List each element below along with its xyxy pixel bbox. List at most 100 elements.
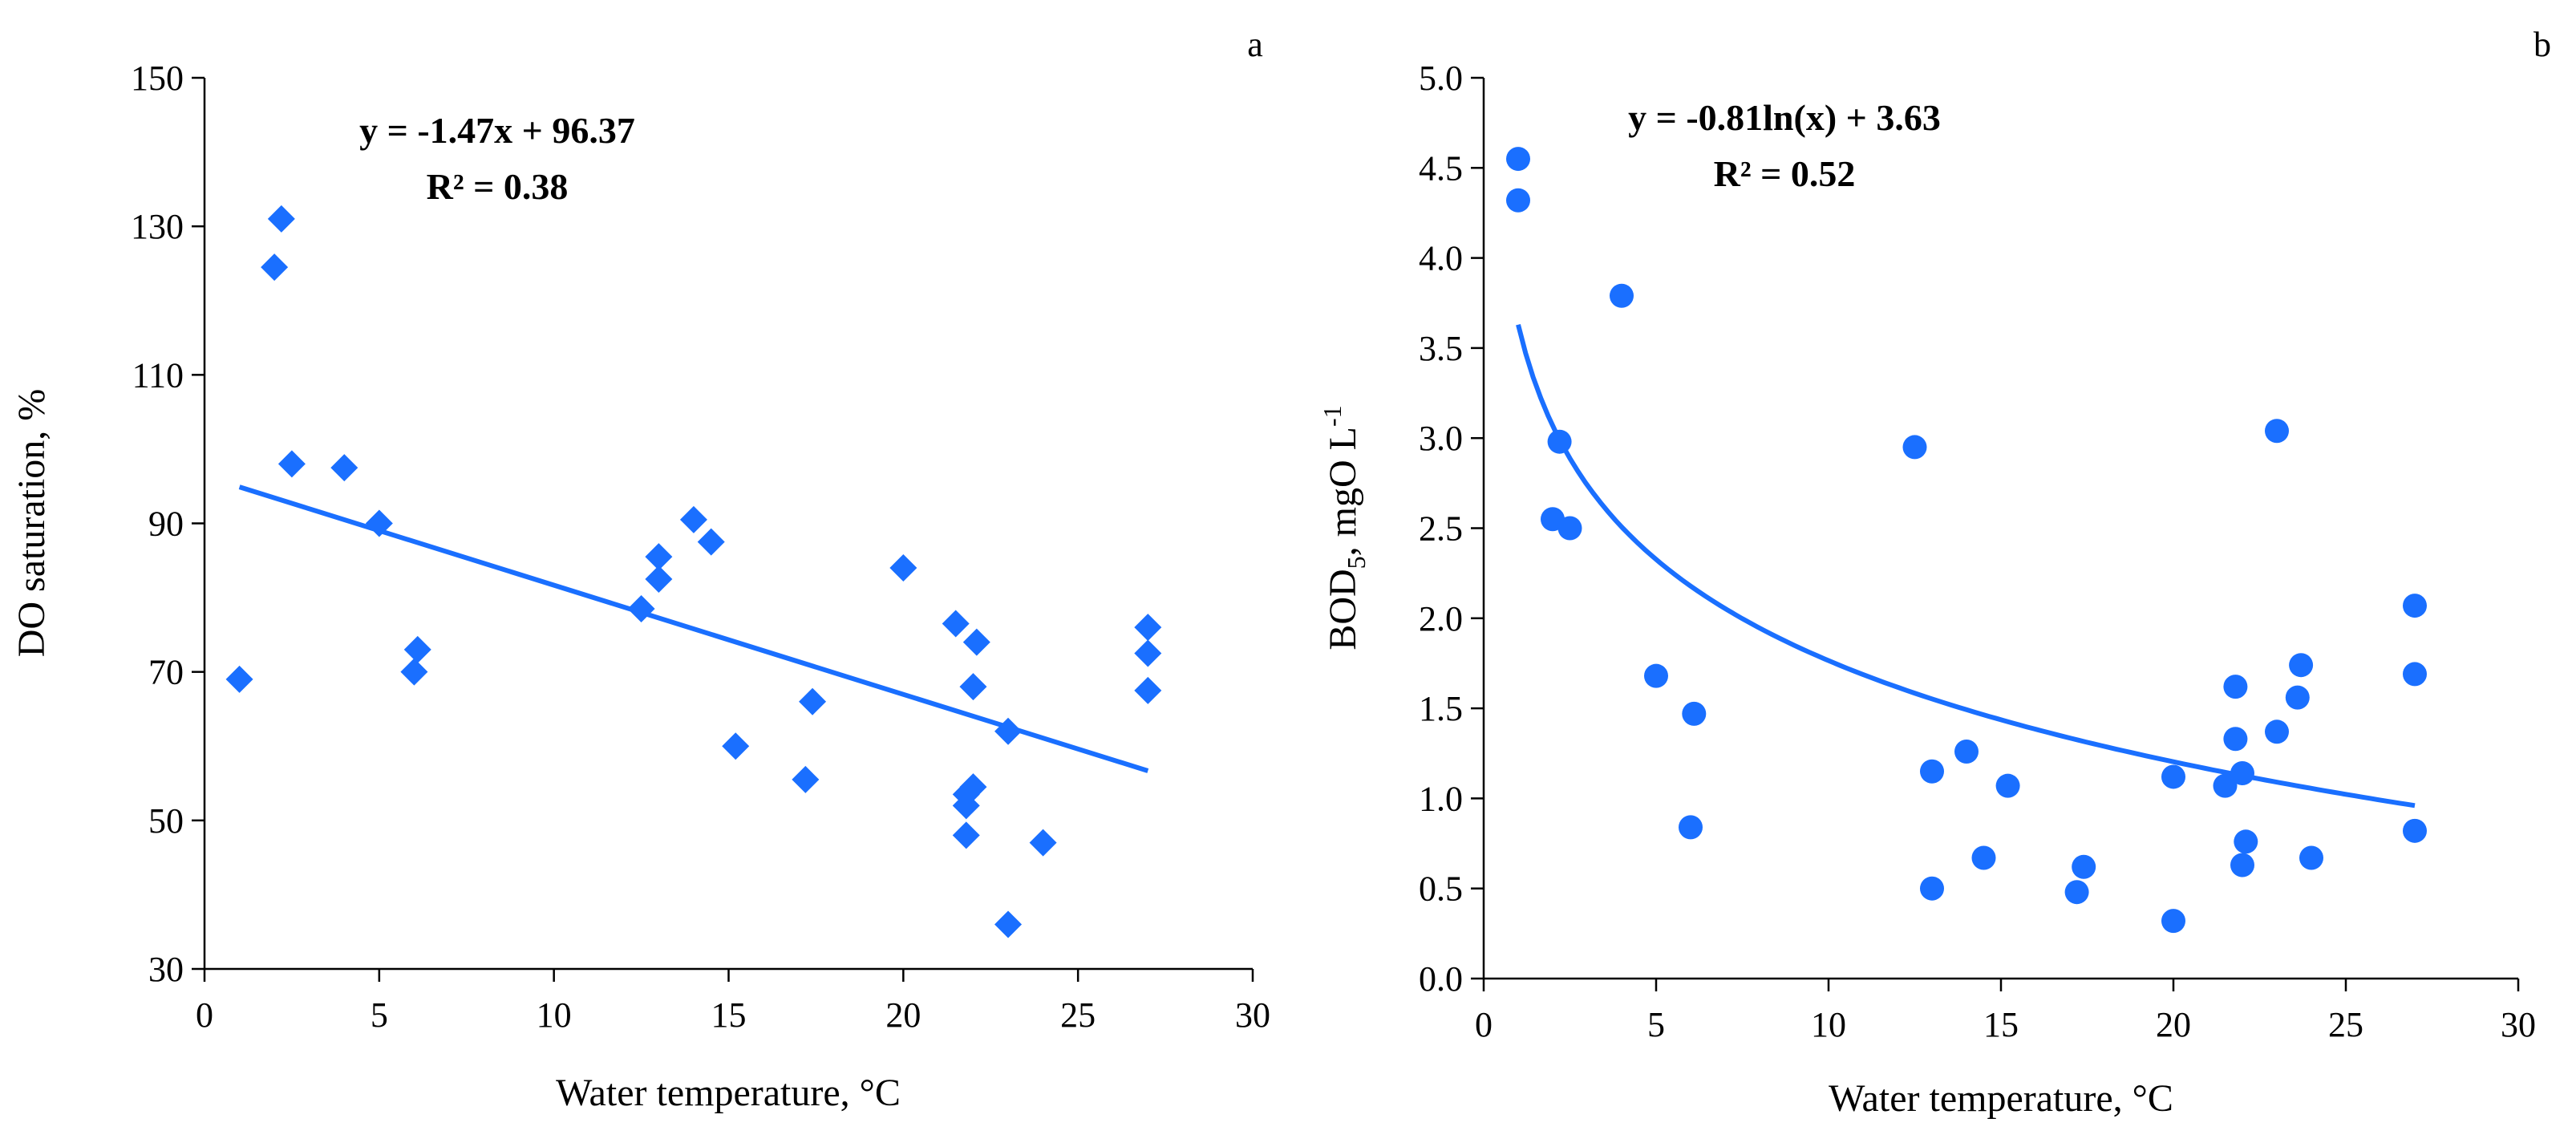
data-point (261, 253, 289, 282)
x-tick-label: 10 (1811, 1005, 1846, 1044)
data-point (1954, 740, 1979, 764)
y-axis-title-main: BOD (1322, 569, 1364, 650)
y-tick-label: 130 (131, 207, 184, 246)
y-tick-label: 50 (148, 801, 184, 841)
data-point (1134, 639, 1162, 667)
x-tick-label: 5 (371, 995, 388, 1035)
panel-label: b (2533, 25, 2551, 64)
data-point (1902, 435, 1927, 460)
data-point (400, 658, 428, 686)
y-tick-label: 1.0 (1419, 779, 1463, 818)
y-axis-title-subscript: 5 (1342, 556, 1371, 569)
y-tick-label: 2.5 (1419, 509, 1463, 549)
data-point (697, 528, 725, 556)
data-point (1547, 429, 1572, 454)
trendline-equation: y = -0.81ln(x) + 3.63 (1628, 97, 1941, 138)
data-point (1134, 614, 1162, 642)
data-point (645, 543, 673, 571)
x-tick-label: 10 (537, 995, 572, 1035)
x-tick-label: 0 (196, 995, 213, 1035)
data-point (277, 450, 306, 478)
data-point (1995, 773, 2020, 798)
data-point (2289, 653, 2314, 678)
x-tick-label: 15 (711, 995, 747, 1035)
data-point (627, 594, 655, 622)
y-tick-label: 3.5 (1419, 329, 1463, 368)
panel-label: a (1247, 25, 1263, 64)
data-point (2403, 662, 2427, 687)
data-point (2223, 727, 2248, 752)
y-tick-label: 0.0 (1419, 959, 1463, 999)
trendline (1516, 323, 2416, 809)
data-point (2403, 818, 2427, 843)
data-point (994, 910, 1023, 938)
y-tick-label: 5.0 (1419, 59, 1463, 98)
data-point (2223, 675, 2248, 699)
data-point (2072, 854, 2096, 879)
data-point (2230, 853, 2254, 877)
data-point (952, 821, 980, 849)
r-squared-label: R² = 0.38 (427, 166, 569, 207)
y-tick-label: 4.0 (1419, 239, 1463, 278)
x-tick-label: 30 (1235, 995, 1270, 1035)
data-point (1644, 663, 1668, 688)
data-point (330, 454, 358, 482)
data-point (225, 665, 253, 693)
data-point (942, 610, 970, 638)
x-tick-label: 20 (2156, 1005, 2191, 1044)
data-point (1682, 701, 1707, 726)
y-tick-label: 2.0 (1419, 599, 1463, 638)
x-tick-label: 25 (2328, 1005, 2363, 1044)
data-point (1971, 845, 1996, 870)
data-point (1506, 188, 1530, 213)
x-tick-label: 5 (1647, 1005, 1665, 1044)
y-axis-title: BOD5, mgO L-1 (1318, 405, 1371, 650)
data-point (2161, 764, 2185, 789)
data-point (959, 673, 987, 701)
data-point (2161, 909, 2185, 934)
data-point (962, 628, 990, 656)
trendline (238, 484, 1149, 773)
data-point (2299, 845, 2323, 870)
y-tick-label: 1.5 (1419, 689, 1463, 728)
data-point (2234, 829, 2258, 854)
y-tick-label: 3.0 (1419, 419, 1463, 458)
y-axis-title-unit: , mgO L (1322, 427, 1364, 556)
data-point (645, 565, 673, 593)
data-point (2285, 685, 2310, 710)
x-tick-label: 25 (1060, 995, 1096, 1035)
data-point (2265, 419, 2289, 444)
data-point (2213, 773, 2238, 798)
r-squared-label: R² = 0.52 (1714, 153, 1856, 194)
trendline-equation: y = -1.47x + 96.37 (359, 110, 635, 151)
data-point (2403, 594, 2427, 618)
data-point (1610, 283, 1634, 308)
data-point (2230, 760, 2254, 785)
data-point (365, 509, 393, 537)
y-tick-label: 90 (148, 505, 184, 544)
x-axis-title: Water temperature, °C (1829, 1077, 2173, 1120)
y-axis-title: DO saturation, % (10, 389, 53, 658)
data-point (792, 765, 820, 793)
data-point (994, 717, 1023, 745)
y-tick-label: 70 (148, 653, 184, 692)
y-tick-label: 4.5 (1419, 148, 1463, 188)
data-point (1920, 759, 1944, 784)
data-point (1506, 147, 1530, 172)
y-tick-label: 150 (131, 59, 184, 98)
data-point (889, 554, 917, 582)
data-point (799, 687, 827, 715)
x-tick-label: 15 (1983, 1005, 2019, 1044)
x-tick-label: 0 (1475, 1005, 1493, 1044)
data-point (403, 635, 431, 663)
y-tick-label: 0.5 (1419, 869, 1463, 909)
x-tick-label: 30 (2501, 1005, 2536, 1044)
data-point (2064, 880, 2089, 905)
data-point (267, 205, 295, 233)
data-point (679, 505, 707, 533)
y-axis-title-superscript: -1 (1318, 405, 1347, 427)
x-axis-title: Water temperature, °C (556, 1072, 901, 1114)
chart-panel-b: 0.0 0.5 1.0 1.5 2.0 2.5 3.0 3.5 4.0 4.5 5.0 0 5 10 15 2… (1318, 25, 2551, 1120)
chart-panel-a: 30 50 70 90 110 130 150 0 5 10 15 20 25 30 Water tempe… (10, 25, 1270, 1114)
